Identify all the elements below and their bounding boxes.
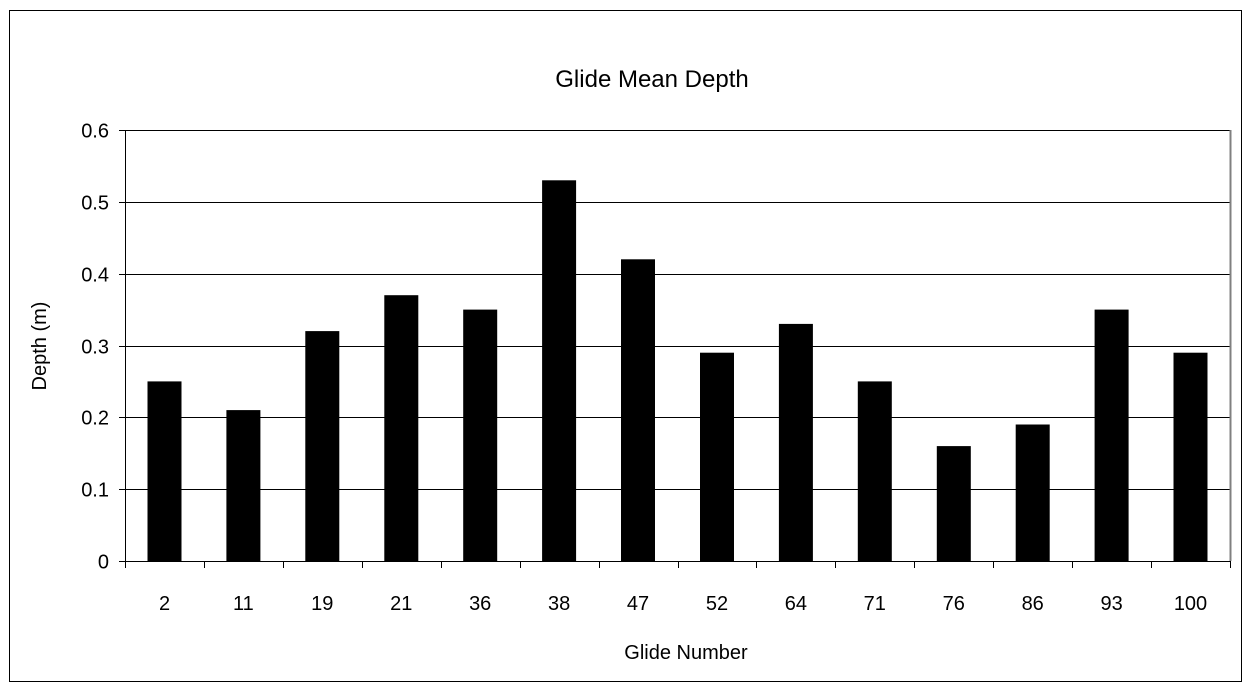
bar-glide-52 (700, 352, 734, 561)
y-tick-label: 0.2 (81, 408, 109, 430)
y-tick-label: 0.6 (81, 121, 109, 143)
bar-glide-36 (463, 309, 498, 561)
x-tick-label: 36 (469, 593, 491, 615)
x-tick-label: 38 (548, 593, 570, 615)
bar-glide-47 (621, 259, 655, 561)
x-tick-label: 93 (1100, 593, 1122, 615)
y-axis-title: Depth (m) (29, 302, 51, 391)
x-tick-label: 64 (785, 593, 807, 615)
bar-glide-11 (226, 410, 261, 561)
x-tick-label: 71 (864, 593, 886, 615)
x-tick-label: 86 (1022, 593, 1044, 615)
bars (147, 180, 1208, 562)
bar-glide-2 (147, 381, 182, 561)
y-tick-label: 0 (98, 552, 109, 574)
bar-glide-38 (542, 180, 577, 562)
x-tick-label: 47 (627, 593, 649, 615)
axes (119, 130, 1232, 568)
y-tick-label: 0.5 (81, 193, 109, 215)
x-tick-label: 2 (159, 593, 170, 615)
chart-title: Glide Mean Depth (555, 66, 748, 93)
x-tick-label: 11 (233, 593, 254, 615)
bar-glide-100 (1173, 352, 1208, 561)
tick-labels: 0 0.1 0.2 0.3 0.4 0.5 0.6 2 11 19 21 36 38 47 52 64 71 76… (81, 121, 1207, 616)
bar-glide-86 (1015, 424, 1050, 561)
x-tick-label: 100 (1174, 593, 1207, 615)
x-tick-label: 52 (706, 593, 728, 615)
bar-glide-76 (936, 446, 971, 561)
bar-glide-21 (384, 295, 419, 561)
bar-glide-93 (1094, 309, 1129, 561)
y-tick-label: 0.4 (81, 265, 109, 287)
x-tick-label: 21 (390, 593, 412, 615)
bar-glide-64 (778, 323, 813, 561)
x-tick-label: 19 (311, 593, 333, 615)
y-tick-label: 0.1 (81, 480, 109, 502)
gridlines (125, 130, 1230, 490)
bar-glide-19 (305, 331, 340, 561)
x-tick-label: 76 (943, 593, 965, 615)
x-axis-title: Glide Number (624, 642, 748, 664)
y-tick-label: 0.3 (81, 337, 109, 359)
bar-glide-71 (857, 381, 892, 561)
